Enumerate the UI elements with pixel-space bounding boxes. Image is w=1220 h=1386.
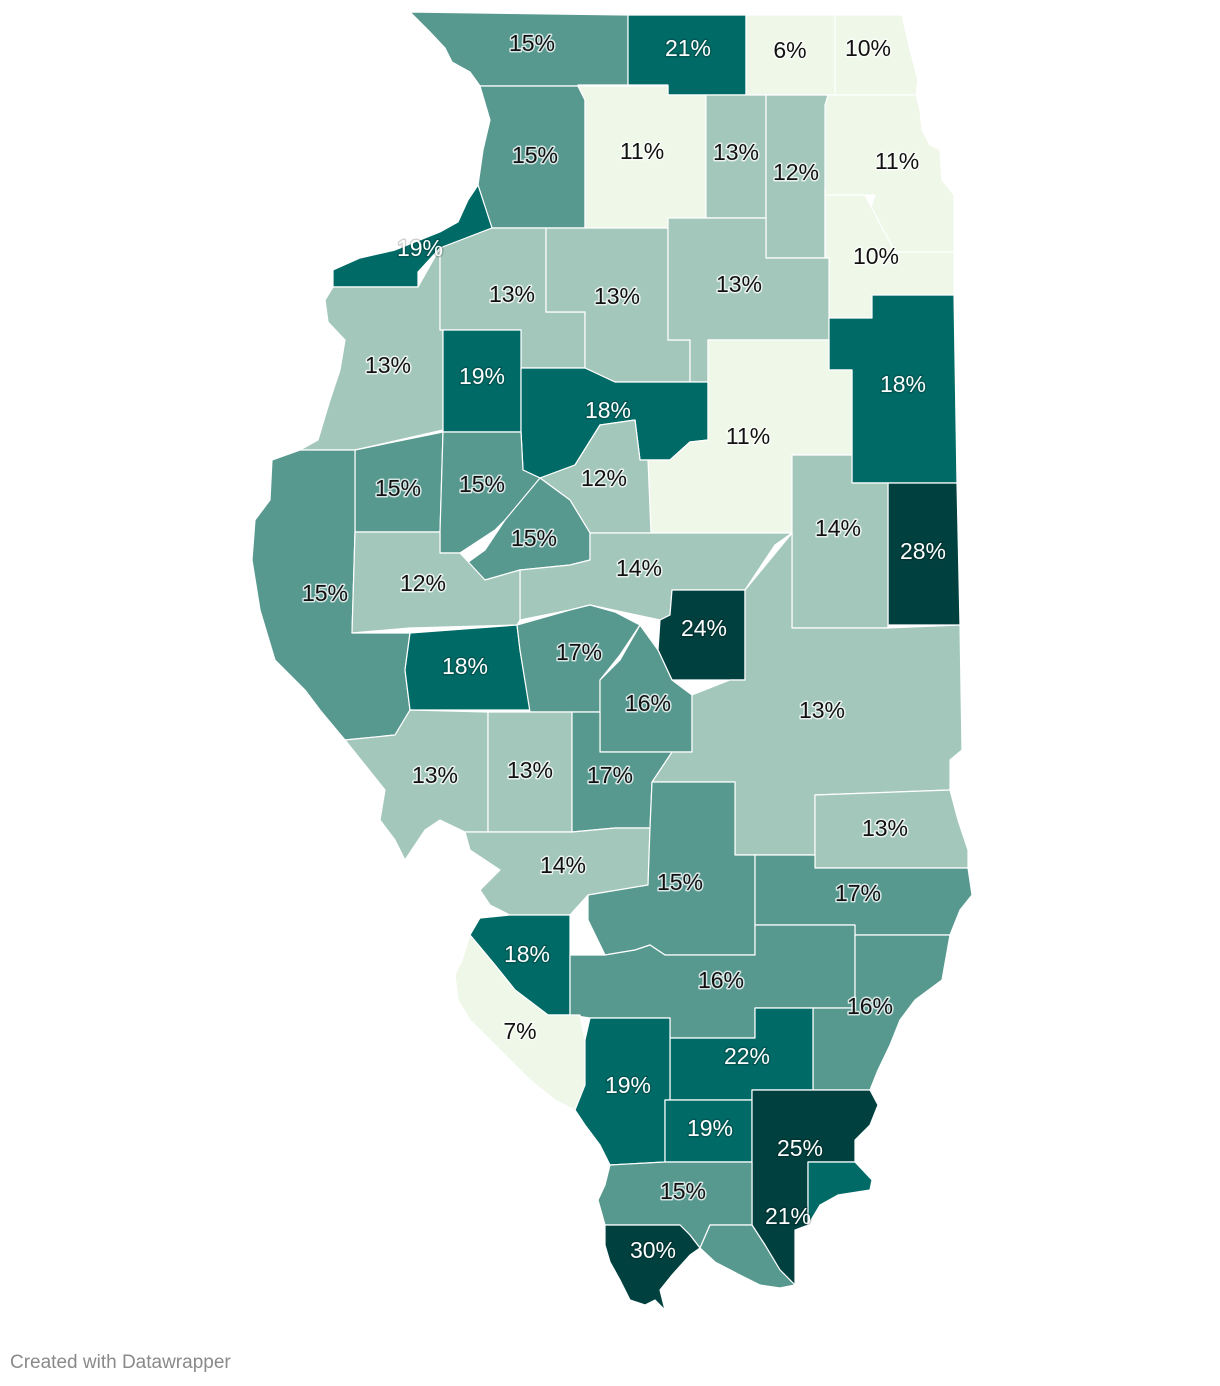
county-value-label: 19% — [459, 363, 505, 389]
county-value-label: 15% — [375, 475, 421, 501]
county-region — [351, 531, 521, 634]
county-value-label: 16% — [698, 967, 744, 993]
county-value-label: 10% — [845, 35, 891, 61]
county-value-label: 11% — [875, 148, 919, 174]
county-value-label: 13% — [799, 697, 845, 723]
county-value-label: 7% — [503, 1018, 536, 1044]
county-value-label: 13% — [412, 762, 458, 788]
county-value-label: 18% — [585, 397, 631, 423]
county-value-label: 16% — [625, 690, 671, 716]
county-value-label: 15% — [512, 142, 558, 168]
county-value-label: 15% — [511, 525, 557, 551]
county-value-label: 12% — [773, 159, 819, 185]
county-region — [807, 1161, 873, 1226]
county-value-label: 15% — [509, 30, 555, 56]
county-value-label: 16% — [847, 993, 893, 1019]
county-value-label: 18% — [442, 653, 488, 679]
county-value-label: 30% — [630, 1237, 676, 1263]
county-value-label: 21% — [765, 1203, 811, 1229]
county-value-label: 15% — [660, 1178, 706, 1204]
county-value-label: 18% — [504, 941, 550, 967]
county-value-label: 14% — [815, 515, 861, 541]
county-value-label: 19% — [397, 235, 443, 261]
county-value-label: 11% — [726, 423, 770, 449]
county-value-label: 15% — [302, 580, 348, 606]
county-value-label: 18% — [880, 371, 926, 397]
county-value-label: 10% — [853, 243, 899, 269]
county-value-label: 25% — [777, 1135, 823, 1161]
county-value-label: 13% — [862, 815, 908, 841]
county-value-label: 17% — [556, 639, 602, 665]
county-region — [699, 1224, 796, 1289]
county-region — [516, 604, 641, 713]
county-value-label: 19% — [687, 1115, 733, 1141]
illinois-county-map: 15% 21% 6% 10% 15% 11% 13% 12% 11% 19% 10% 13% 13% 13… — [251, 11, 973, 1311]
county-value-label: 12% — [581, 465, 627, 491]
county-value-label: 17% — [587, 762, 633, 788]
county-value-label: 15% — [657, 869, 703, 895]
county-value-label: 22% — [724, 1043, 770, 1069]
county-labels: 15% 21% 6% 10% 15% 11% 13% 12% 11% 19% 10% 13% 13% 13… — [300, 29, 947, 1265]
county-value-label: 11% — [620, 138, 664, 164]
county-value-label: 14% — [616, 555, 662, 581]
county-region — [344, 709, 489, 861]
county-value-label: 13% — [365, 352, 411, 378]
county-value-label: 19% — [605, 1072, 651, 1098]
county-value-label: 13% — [489, 281, 535, 307]
county-value-label: 17% — [835, 880, 881, 906]
county-value-label: 6% — [773, 37, 806, 63]
county-value-label: 24% — [681, 615, 727, 641]
county-value-label: 13% — [713, 139, 759, 165]
county-region — [812, 934, 951, 1091]
county-value-label: 15% — [459, 471, 505, 497]
county-value-label: 28% — [900, 538, 946, 564]
county-value-label: 14% — [540, 852, 586, 878]
county-region — [574, 1017, 671, 1166]
county-value-label: 13% — [716, 271, 762, 297]
county-value-label: 13% — [507, 757, 553, 783]
county-value-label: 21% — [665, 35, 711, 61]
county-value-label: 13% — [594, 283, 640, 309]
datawrapper-credit: Created with Datawrapper — [10, 1352, 231, 1373]
county-regions — [251, 11, 973, 1311]
county-region — [604, 1224, 701, 1311]
county-value-label: 12% — [400, 570, 446, 596]
